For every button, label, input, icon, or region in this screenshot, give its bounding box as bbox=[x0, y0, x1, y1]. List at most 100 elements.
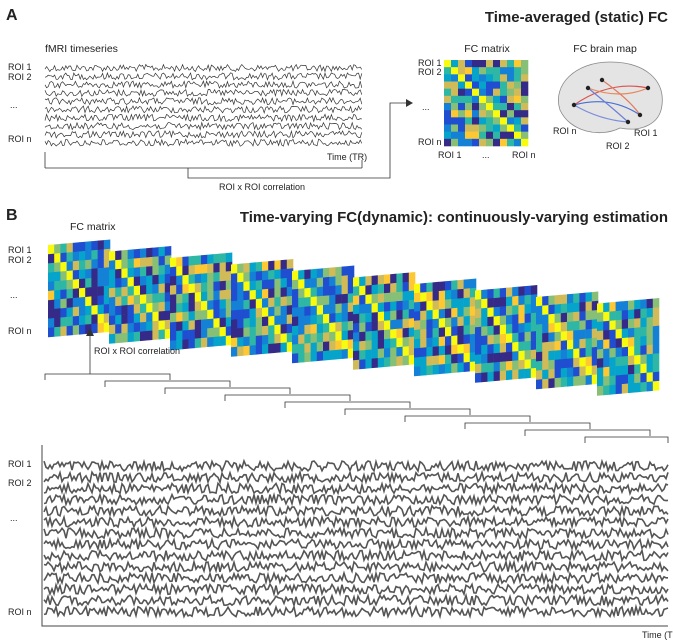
matrix-cell bbox=[48, 327, 55, 338]
matrix-cell bbox=[213, 308, 220, 319]
matrix-cell bbox=[219, 280, 227, 291]
matrix-cell bbox=[158, 264, 166, 276]
matrix-cell bbox=[255, 316, 263, 328]
matrix-cell bbox=[249, 335, 257, 346]
matrix-cell bbox=[213, 281, 220, 292]
matrix-cell bbox=[249, 271, 257, 282]
matrix-cell bbox=[465, 88, 473, 97]
matrix-cell bbox=[512, 323, 519, 334]
matrix-cell bbox=[512, 351, 519, 362]
matrix-cell bbox=[310, 305, 318, 316]
col-label: ... bbox=[482, 150, 490, 160]
matrix-cell bbox=[97, 322, 105, 333]
matrix-cell bbox=[268, 306, 275, 317]
matrix-cell bbox=[347, 274, 355, 285]
matrix-cell bbox=[91, 314, 98, 325]
matrix-cell bbox=[444, 138, 452, 147]
matrix-cell bbox=[548, 295, 555, 306]
matrix-cell bbox=[451, 362, 458, 374]
matrix-cell bbox=[521, 138, 529, 147]
matrix-cell bbox=[475, 308, 482, 319]
matrix-cell bbox=[472, 88, 480, 97]
matrix-cell bbox=[426, 337, 433, 348]
matrix-cell bbox=[536, 324, 543, 335]
matrix-cell bbox=[396, 355, 403, 367]
matrix-cell bbox=[615, 319, 623, 330]
matrix-cell bbox=[48, 281, 55, 292]
matrix-cell bbox=[445, 308, 452, 319]
matrix-cell bbox=[542, 378, 549, 389]
matrix-cell bbox=[634, 308, 641, 319]
matrix-cell bbox=[451, 81, 459, 89]
matrix-cell bbox=[194, 319, 202, 330]
matrix-cell bbox=[457, 307, 464, 318]
matrix-cell bbox=[458, 110, 466, 118]
matrix-cell bbox=[573, 293, 580, 304]
matrix-cell bbox=[316, 332, 324, 343]
matrix-cell bbox=[377, 274, 385, 285]
matrix-cell bbox=[146, 330, 153, 341]
matrix-cell bbox=[176, 293, 183, 304]
matrix-cell bbox=[486, 95, 494, 104]
matrix-cell bbox=[597, 385, 604, 396]
matrix-cell bbox=[201, 319, 208, 330]
matrix-cell bbox=[91, 240, 98, 251]
matrix-cell bbox=[426, 319, 433, 330]
matrix-cell bbox=[310, 333, 318, 344]
matrix-cell bbox=[164, 264, 172, 275]
matrix-cell bbox=[530, 321, 538, 332]
matrix-cell bbox=[329, 331, 336, 342]
matrix-cell bbox=[597, 339, 604, 350]
matrix-cell bbox=[146, 293, 153, 304]
matrix-cell bbox=[243, 345, 250, 356]
matrix-cell bbox=[426, 300, 433, 311]
fc-matrix bbox=[48, 239, 111, 338]
matrix-cell bbox=[255, 326, 263, 337]
matrix-cell bbox=[402, 272, 410, 283]
matrix-cell bbox=[231, 291, 238, 302]
matrix-cell bbox=[274, 287, 281, 298]
matrix-cell bbox=[188, 283, 196, 294]
matrix-cell bbox=[274, 342, 281, 354]
matrix-cell bbox=[182, 283, 189, 295]
matrix-cell bbox=[542, 351, 549, 362]
matrix-cell bbox=[573, 348, 580, 359]
matrix-title: FC matrix bbox=[70, 221, 116, 233]
matrix-cell bbox=[444, 67, 452, 75]
matrix-cell bbox=[518, 359, 525, 370]
matrix-cell bbox=[487, 362, 494, 373]
matrix-cell bbox=[310, 324, 318, 335]
matrix-cell bbox=[457, 334, 464, 345]
matrix-cell bbox=[359, 285, 366, 296]
matrix-cell bbox=[323, 332, 330, 343]
matrix-cell bbox=[268, 260, 275, 271]
matrix-cell bbox=[249, 308, 257, 319]
matrix-cell bbox=[493, 361, 501, 372]
timeseries-line bbox=[43, 581, 669, 598]
matrix-cell bbox=[579, 301, 586, 312]
matrix-cell bbox=[377, 283, 385, 295]
matrix-cell bbox=[634, 345, 641, 356]
matrix-cell bbox=[507, 67, 515, 75]
matrix-cell bbox=[445, 289, 452, 300]
window-brackets bbox=[44, 373, 669, 443]
matrix-cell bbox=[292, 344, 299, 355]
matrix-cell bbox=[146, 256, 153, 267]
matrix-cell bbox=[365, 349, 372, 360]
matrix-cell bbox=[493, 306, 501, 317]
col-label: ROI n bbox=[512, 150, 536, 160]
matrix-cell bbox=[469, 342, 477, 354]
panel-label: A bbox=[6, 7, 18, 24]
matrix-cell bbox=[316, 286, 324, 297]
matrix-cell bbox=[176, 330, 183, 341]
matrix-cell bbox=[133, 331, 141, 342]
matrix-cell bbox=[115, 305, 122, 316]
matrix-cell bbox=[66, 325, 74, 336]
matrix-cell bbox=[341, 312, 349, 323]
matrix-cell bbox=[432, 300, 440, 311]
roi-label: ROI n bbox=[8, 607, 32, 617]
matrix-cell bbox=[262, 270, 269, 281]
matrix-cell bbox=[493, 124, 501, 132]
matrix-cell bbox=[384, 292, 391, 303]
matrix-cell bbox=[426, 346, 433, 357]
